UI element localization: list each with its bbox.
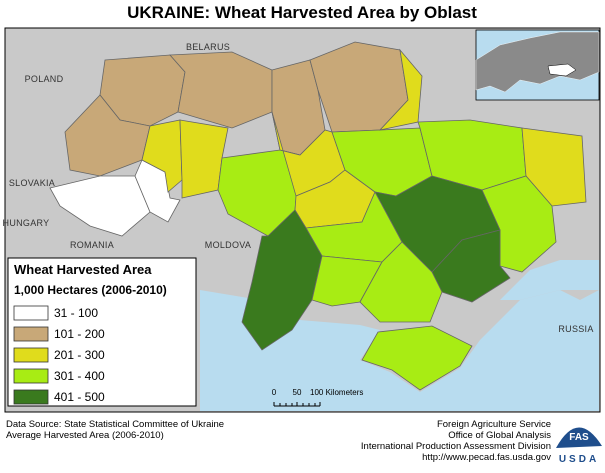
oblasts	[49, 41, 587, 391]
legend-title: Wheat Harvested Area	[14, 262, 152, 277]
country-label: BELARUS	[186, 42, 230, 52]
oblast	[169, 51, 273, 129]
legend-swatch	[13, 368, 49, 384]
legend-subtitle: 1,000 Hectares (2006-2010)	[14, 283, 167, 297]
legend-label: 201 - 300	[54, 348, 105, 362]
scale-label: 0	[272, 388, 277, 397]
legend-label: 101 - 200	[54, 327, 105, 341]
logo-text: FAS	[569, 432, 589, 443]
legend-swatch	[13, 305, 49, 321]
credit-text: International Production Assessment Divi…	[361, 441, 551, 452]
oblast	[361, 325, 473, 391]
country-label: HUNGARY	[3, 218, 50, 228]
country-label: RUSSIA	[558, 324, 593, 334]
map-title: UKRAINE: Wheat Harvested Area by Oblast	[127, 3, 477, 22]
scale-label: 100 Kilometers	[310, 388, 363, 397]
country-label: ROMANIA	[70, 240, 114, 250]
logo-emblem	[556, 427, 602, 448]
legend-label: 401 - 500	[54, 390, 105, 404]
inset-map	[475, 29, 600, 101]
scale-line	[273, 402, 321, 407]
inset-land	[475, 31, 600, 93]
logo-text: USDA	[559, 454, 599, 465]
legend-swatch	[13, 347, 49, 363]
oblast	[359, 241, 443, 323]
legend: Wheat Harvested Area 1,000 Hectares (200…	[7, 257, 197, 407]
legend-label: 301 - 400	[54, 369, 105, 383]
country-label: POLAND	[25, 74, 64, 84]
credit-text: Foreign Agriculture Service	[437, 419, 551, 430]
sea	[200, 290, 599, 411]
legend-swatch	[13, 326, 49, 342]
oblast	[431, 229, 511, 303]
oblast	[49, 175, 151, 237]
source-text: Average Harvested Area (2006-2010)	[6, 430, 164, 441]
oblast	[521, 127, 587, 207]
inset-highlight	[547, 63, 577, 77]
legend-swatch	[13, 389, 49, 405]
oblast	[378, 48, 423, 131]
country-label: SLOVAKIA	[9, 178, 55, 188]
sea-of-azov	[500, 260, 599, 300]
credit-text: http://www.pecad.fas.usda.gov	[422, 452, 551, 463]
scale-bar: 0 50 100 Kilometers	[272, 388, 363, 407]
legend-label: 31 - 100	[54, 306, 98, 320]
credit-text: Office of Global Analysis	[448, 430, 551, 441]
logo: FAS USDA	[556, 427, 602, 465]
country-label: MOLDOVA	[205, 240, 251, 250]
source-text: Data Source: State Statistical Committee…	[6, 419, 224, 430]
scale-label: 50	[293, 388, 302, 397]
